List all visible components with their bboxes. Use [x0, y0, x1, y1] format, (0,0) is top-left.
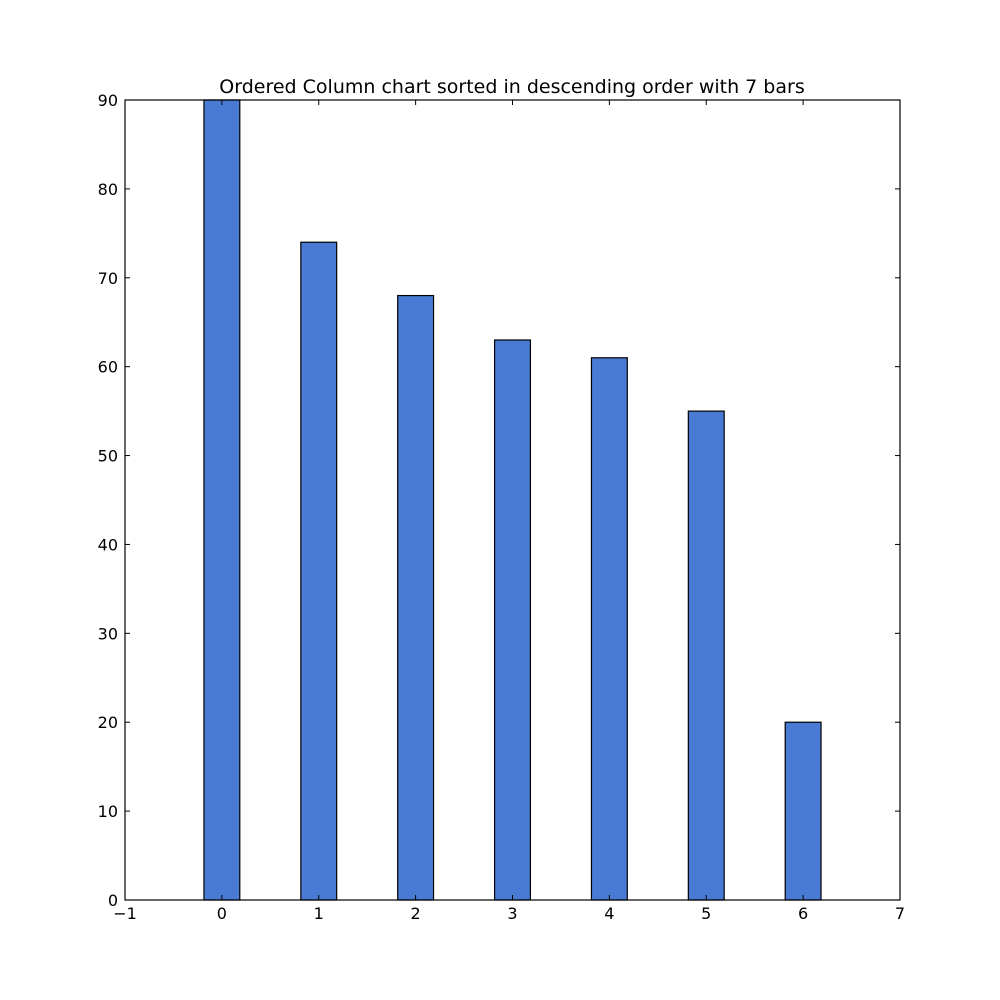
x-tick-label-3: 2 [411, 904, 421, 923]
y-tick-label-3: 30 [98, 624, 118, 643]
x-tick-label-0: −1 [113, 904, 137, 923]
bar-1 [300, 241, 338, 901]
y-tick-label-5: 50 [98, 447, 118, 466]
y-tick-label-6: 60 [98, 358, 118, 377]
chart-title: Ordered Column chart sorted in descendin… [219, 76, 804, 98]
y-tick-label-7: 70 [98, 269, 118, 288]
x-tick-label-4: 3 [507, 904, 517, 923]
x-tick-label-2: 1 [314, 904, 324, 923]
bar-6 [784, 721, 822, 901]
bar-5 [687, 410, 725, 901]
bar-4 [590, 357, 628, 901]
y-tick-label-0: 0 [108, 891, 118, 910]
x-tick-label-8: 7 [895, 904, 905, 923]
bar-2 [397, 294, 435, 901]
y-tick-label-1: 10 [98, 802, 118, 821]
x-tick-label-1: 0 [217, 904, 227, 923]
bar-3 [493, 339, 532, 901]
x-tick-label-7: 6 [798, 904, 808, 923]
x-tick-label-5: 4 [604, 904, 614, 923]
plot-frame [124, 99, 901, 901]
x-tick-label-6: 5 [701, 904, 711, 923]
bar-0 [203, 99, 241, 901]
y-tick-label-2: 20 [98, 713, 118, 732]
bars-group [203, 99, 822, 901]
y-tick-label-9: 90 [98, 91, 118, 110]
y-tick-label-4: 40 [98, 535, 118, 554]
y-tick-label-8: 80 [98, 180, 118, 199]
